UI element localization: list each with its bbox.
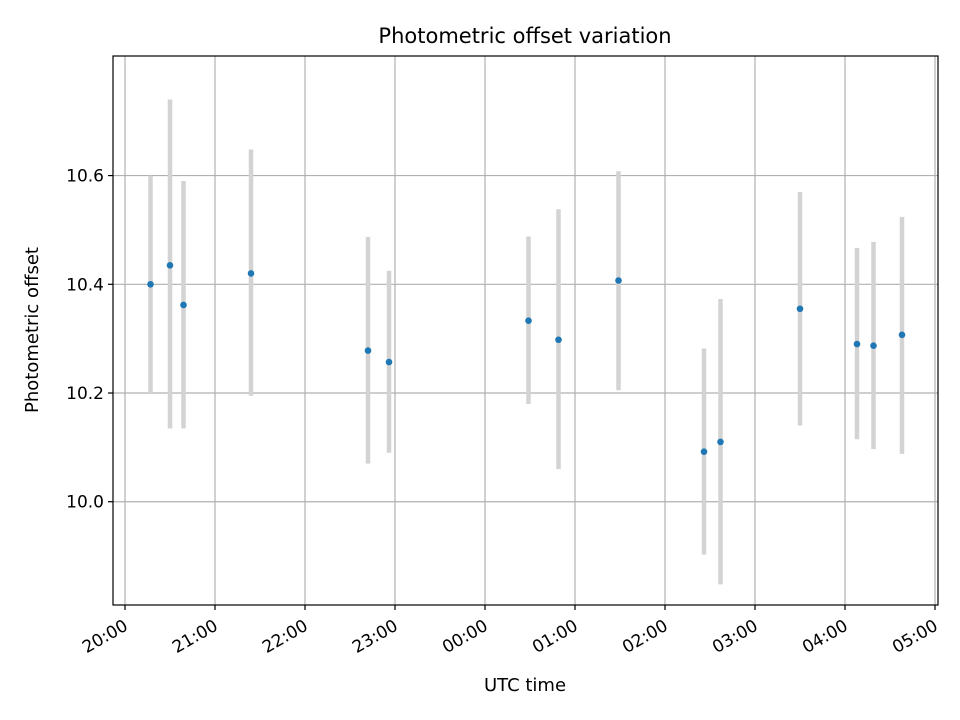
x-axis-label: UTC time	[484, 675, 566, 696]
data-point	[555, 336, 562, 344]
chart-title: Photometric offset variation	[378, 24, 671, 48]
data-point	[147, 280, 154, 288]
data-point	[853, 340, 861, 348]
data-point	[870, 342, 877, 350]
data-points	[147, 261, 906, 456]
data-point	[615, 277, 622, 284]
data-point	[525, 317, 532, 325]
y-axis-label: Photometric offset	[22, 247, 43, 413]
data-point	[247, 270, 255, 277]
data-point	[364, 347, 372, 354]
data-point	[898, 331, 906, 339]
data-point	[700, 448, 708, 456]
data-point	[796, 305, 804, 313]
data-point	[180, 301, 187, 309]
y-tick-label: 10.0	[66, 493, 104, 513]
plot-frame	[112, 55, 939, 606]
y-tick-label: 10.2	[66, 384, 104, 404]
data-point	[385, 358, 393, 366]
data-point	[717, 438, 724, 446]
data-point	[166, 261, 174, 269]
y-axis-ticks: 10.0 10.2 10.4 10.6	[66, 167, 113, 513]
y-tick-label: 10.4	[66, 275, 104, 295]
y-tick-label: 10.6	[66, 167, 104, 187]
